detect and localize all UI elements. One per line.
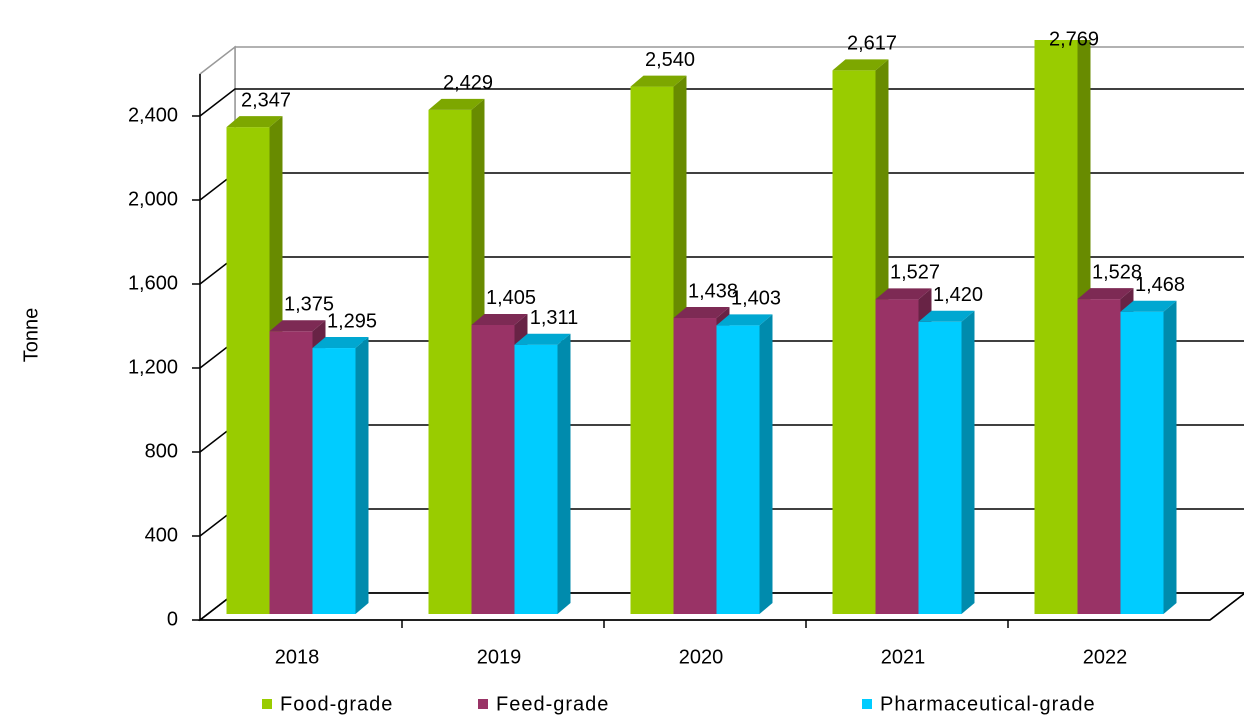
- bar-front: [673, 318, 717, 614]
- bar-front: [312, 348, 356, 614]
- bar-top: [716, 314, 773, 326]
- legend-swatch: [262, 699, 272, 709]
- y-axis-title: Tonne: [20, 308, 42, 363]
- bar-front: [471, 324, 515, 614]
- legend-swatch: [478, 699, 488, 709]
- bar-top: [875, 288, 932, 300]
- bar-top: [269, 320, 326, 332]
- value-label: 1,311: [530, 307, 579, 329]
- y-tick-label: 1,600: [128, 272, 178, 294]
- bar-top: [514, 333, 571, 345]
- y-tick-label: 2,000: [128, 188, 178, 210]
- bar-top: [1077, 288, 1134, 300]
- y-tick-label: 800: [145, 440, 178, 462]
- bar-front: [630, 86, 674, 615]
- value-label: 1,295: [327, 310, 377, 332]
- bar-top: [226, 116, 283, 128]
- bar: [514, 333, 571, 614]
- bar-top: [832, 59, 889, 71]
- bar: [832, 59, 889, 615]
- value-label: 1,438: [688, 280, 738, 302]
- bar-side: [759, 314, 773, 614]
- value-label: 2,347: [241, 89, 291, 111]
- legend-label: Pharmaceutical-grade: [880, 693, 1096, 715]
- value-label: 1,468: [1135, 274, 1185, 296]
- bar-front: [1077, 299, 1121, 614]
- value-label: 1,405: [486, 287, 536, 309]
- bar-front: [1120, 311, 1164, 614]
- legend-label: Food-grade: [280, 693, 393, 715]
- bar-side: [961, 310, 975, 614]
- bar: [1120, 300, 1177, 614]
- bar-front: [428, 109, 472, 614]
- bar-front: [875, 299, 919, 614]
- value-label: 2,540: [645, 49, 695, 71]
- x-tick-label: 2021: [881, 646, 926, 668]
- value-label: 1,403: [731, 288, 781, 310]
- bar-front: [226, 127, 270, 614]
- value-label: 1,527: [890, 262, 940, 284]
- bar-top: [673, 307, 730, 319]
- x-tick-label: 2020: [679, 646, 724, 668]
- grid-line: [199, 88, 1244, 117]
- bar: [716, 314, 773, 614]
- bar-side: [355, 337, 369, 614]
- y-tick-label: 2,400: [128, 104, 178, 126]
- bar-front: [832, 70, 876, 615]
- value-label: 2,769: [1049, 28, 1099, 50]
- x-tick-label: 2022: [1083, 646, 1128, 668]
- bar-top: [1120, 300, 1177, 312]
- bar: [918, 310, 975, 614]
- bar-front: [716, 325, 760, 614]
- bar-top: [312, 337, 369, 349]
- bar: [312, 337, 369, 614]
- bar-front: [269, 331, 313, 614]
- legend-swatch: [862, 699, 872, 709]
- value-label: 1,375: [284, 294, 334, 316]
- bar-top: [471, 313, 528, 325]
- value-label: 1,528: [1092, 261, 1142, 283]
- value-label: 2,617: [847, 33, 897, 55]
- bar-top: [630, 75, 687, 87]
- bar-front: [918, 321, 962, 614]
- bar-front: [514, 344, 558, 614]
- bar-top: [428, 98, 485, 110]
- bar-side: [557, 333, 571, 614]
- x-tick-label: 2019: [477, 646, 522, 668]
- bar-top: [918, 310, 975, 322]
- y-tick-label: 400: [145, 524, 178, 546]
- legend-label: Feed-grade: [496, 693, 609, 715]
- x-tick-label: 2018: [275, 646, 320, 668]
- bar-front: [1034, 40, 1078, 614]
- x-axis-end: [1209, 592, 1244, 621]
- value-label: 1,420: [933, 284, 983, 306]
- y-tick-label: 0: [167, 608, 178, 630]
- bar-side: [1163, 300, 1177, 614]
- value-label: 2,429: [443, 72, 493, 94]
- bars: [226, 40, 1177, 615]
- y-tick-label: 1,200: [128, 356, 178, 378]
